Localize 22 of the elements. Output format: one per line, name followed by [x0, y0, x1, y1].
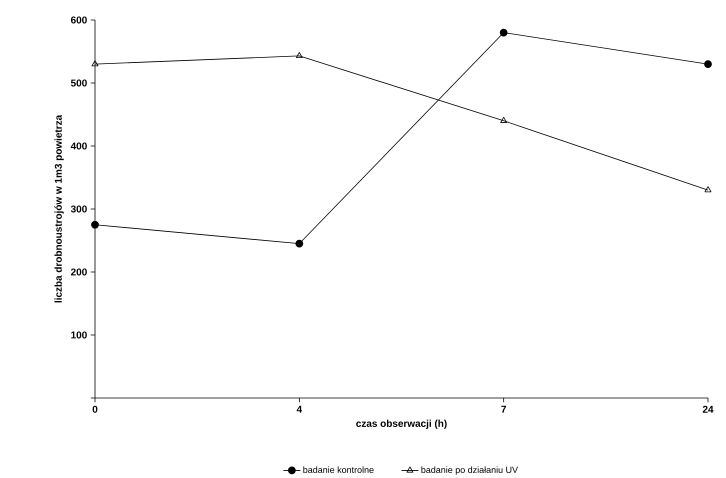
point	[296, 52, 303, 58]
legend-label: badanie po działaniu UV	[421, 466, 518, 475]
y-tick-label: 300	[70, 205, 87, 212]
y-tick-label: 400	[70, 142, 87, 150]
point	[295, 240, 304, 248]
point	[92, 60, 98, 66]
point	[91, 220, 99, 228]
x-tick-label: 4	[296, 406, 302, 412]
point	[704, 186, 712, 192]
y-tick-label: 100	[71, 331, 87, 338]
y-tick-label: 500	[70, 79, 87, 86]
x-tick-label: 0	[92, 406, 98, 413]
point	[500, 116, 508, 123]
x-tick-label: 24	[702, 406, 714, 413]
point	[500, 28, 508, 36]
y-tick-label: 600	[70, 16, 87, 24]
x-axis-title: czas obserwacji (h)	[356, 419, 447, 429]
x-tick-label: 7	[501, 406, 506, 412]
legend-label: badanie kontrolne	[303, 466, 374, 473]
y-axis-title: liczba drobnoustrojów w 1m3 powietrza	[54, 114, 64, 302]
point	[704, 60, 712, 68]
y-tick-label: 200	[70, 268, 87, 276]
